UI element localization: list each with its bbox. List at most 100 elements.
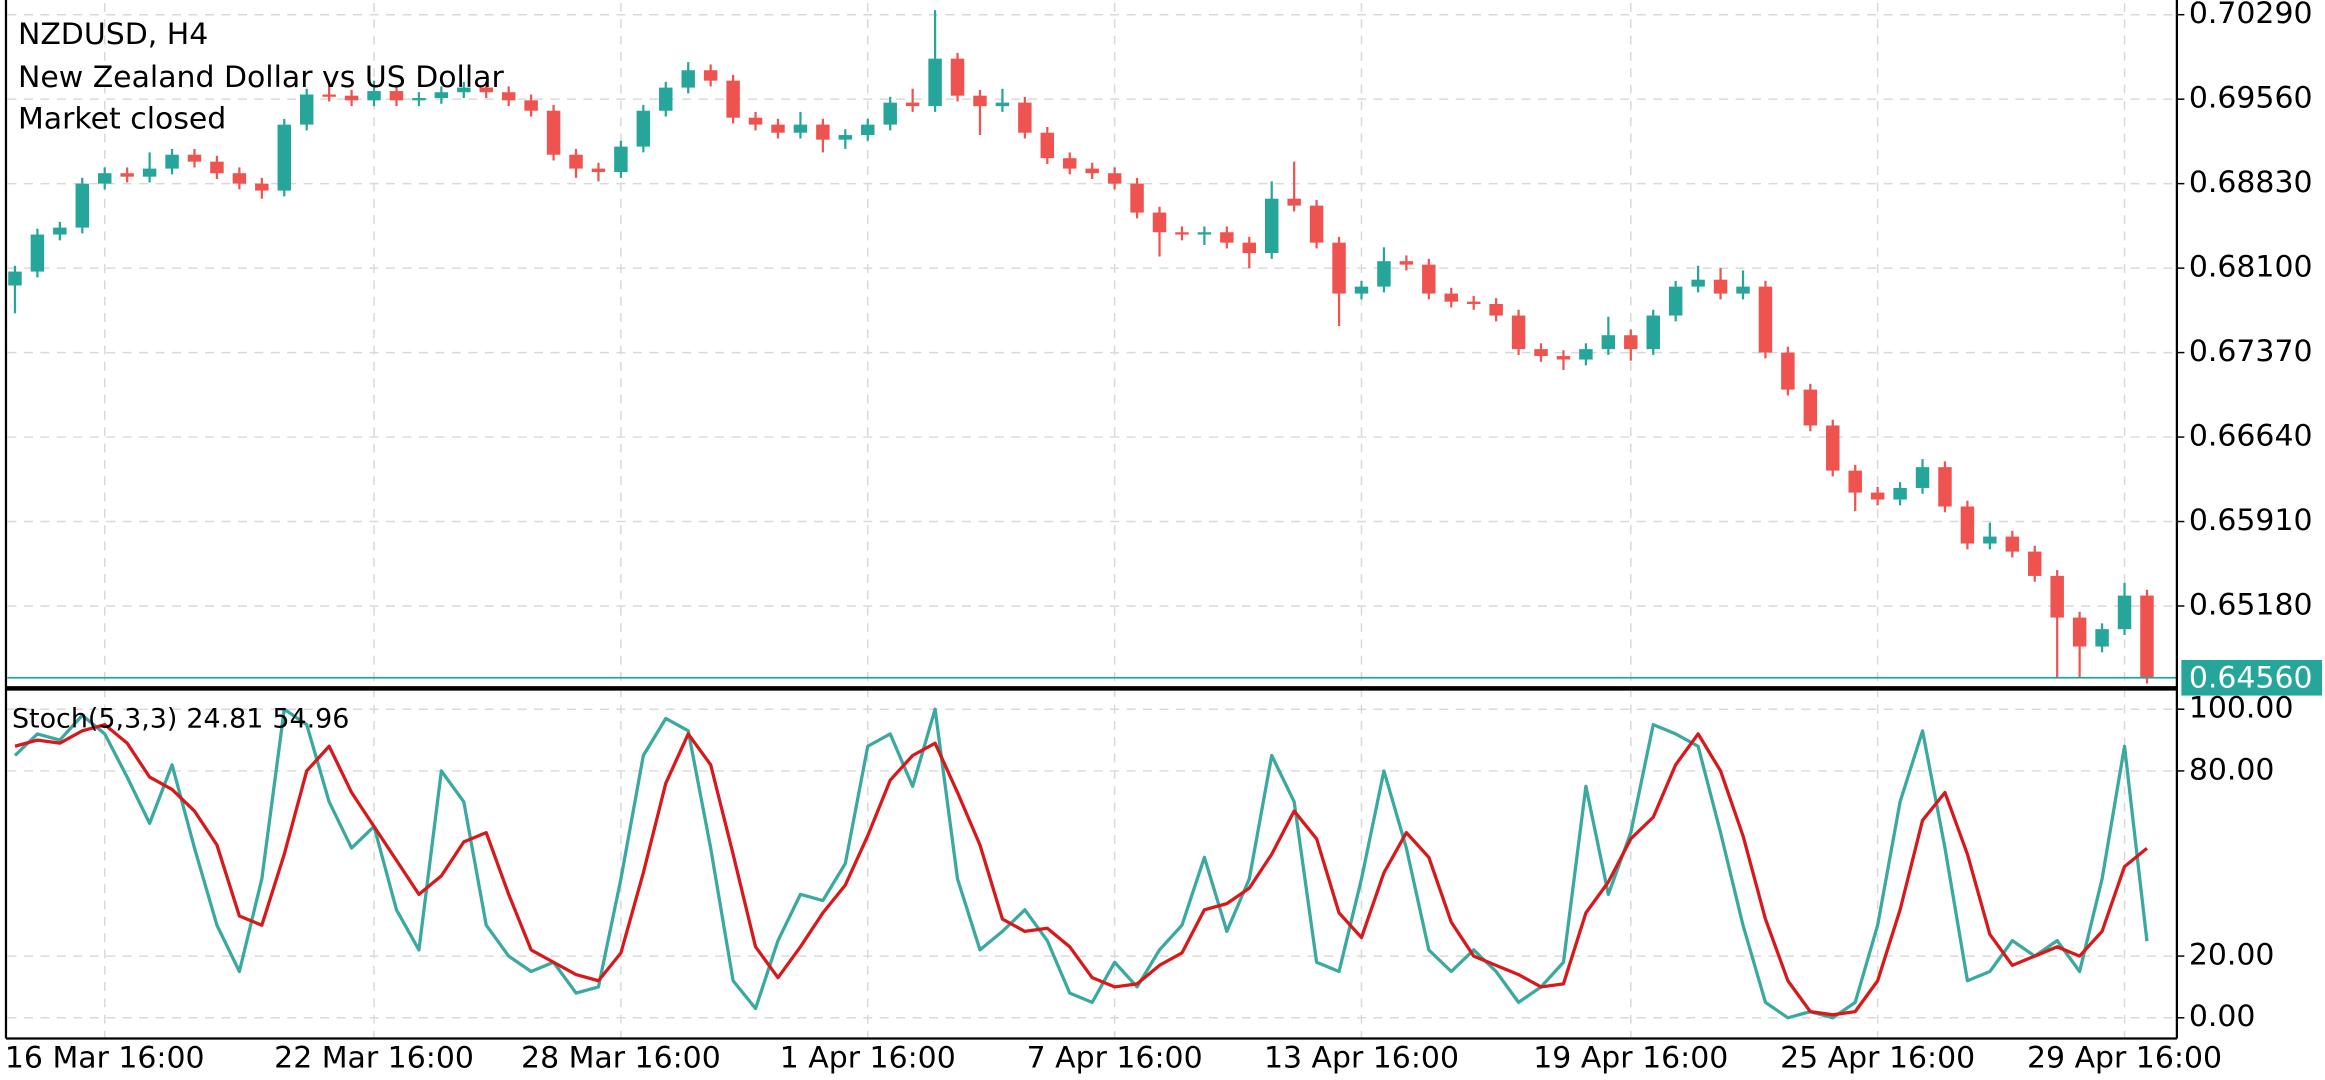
x-tick-label: 16 Mar 16:00 bbox=[5, 1041, 205, 1076]
candle-body bbox=[816, 124, 830, 140]
y-tick-label: 0.67370 bbox=[2189, 334, 2313, 369]
candle-body bbox=[1309, 205, 1324, 243]
candle-body bbox=[1466, 301, 1481, 304]
grid-layer bbox=[7, 2, 2185, 1039]
candle-body bbox=[1781, 352, 1795, 390]
candle-body bbox=[1826, 425, 1840, 471]
candle-body bbox=[1960, 506, 1975, 544]
candle-body bbox=[210, 161, 224, 174]
candle-body bbox=[1332, 242, 1346, 294]
candle-body bbox=[1175, 232, 1189, 235]
candle-body bbox=[30, 234, 45, 272]
candle-body bbox=[2072, 617, 2087, 647]
candle-body bbox=[1085, 168, 1099, 174]
candle-body bbox=[120, 173, 134, 177]
candle-body bbox=[1870, 492, 1885, 500]
candle-body bbox=[1377, 261, 1391, 287]
candle-body bbox=[1758, 286, 1773, 353]
x-tick-label: 29 Apr 16:00 bbox=[2027, 1041, 2222, 1076]
candle-body bbox=[1691, 279, 1705, 287]
candle-body bbox=[591, 168, 606, 173]
current-price-tag bbox=[2181, 659, 2323, 696]
mark-layer bbox=[7, 10, 2177, 1020]
candle-body bbox=[1511, 315, 1526, 350]
candle-body bbox=[2117, 595, 2132, 630]
x-tick-label: 22 Mar 16:00 bbox=[274, 1041, 474, 1076]
current-price-label: 0.64560 bbox=[2189, 661, 2313, 696]
candle-body bbox=[8, 271, 22, 286]
candle-body bbox=[771, 124, 785, 133]
candle-body bbox=[614, 146, 628, 173]
candle-body bbox=[1736, 286, 1750, 294]
candle-body bbox=[636, 110, 651, 147]
x-tick-label: 28 Mar 16:00 bbox=[521, 1041, 721, 1076]
candle-body bbox=[1444, 293, 1458, 302]
x-tick-label: 1 Apr 16:00 bbox=[780, 1041, 956, 1076]
candle-body bbox=[569, 154, 583, 169]
candle-body bbox=[1242, 242, 1257, 254]
candle-body bbox=[703, 70, 718, 81]
candle-body bbox=[2005, 536, 2020, 552]
candle-body bbox=[928, 58, 942, 107]
candle-body bbox=[1803, 389, 1818, 426]
candle-body bbox=[1422, 264, 1436, 294]
candle-body bbox=[142, 168, 157, 177]
stoch-d-line bbox=[14, 723, 2149, 1017]
indicator-name: Stoch(5,3,3) bbox=[12, 703, 177, 734]
candle-body bbox=[367, 91, 381, 101]
y-tick-label: 0.00 bbox=[2189, 999, 2256, 1034]
candle-body bbox=[501, 92, 516, 101]
candle-body bbox=[1556, 356, 1571, 360]
candle-body bbox=[1354, 286, 1369, 294]
candle-body bbox=[1489, 303, 1503, 316]
candle-body bbox=[1983, 536, 1997, 544]
candle-body bbox=[1063, 158, 1077, 169]
candle-body bbox=[1040, 132, 1055, 159]
candle-body bbox=[344, 95, 359, 101]
candle-body bbox=[53, 227, 67, 235]
candle-body bbox=[1713, 279, 1728, 294]
candle-body bbox=[1152, 212, 1167, 233]
indicator-d-value: 54.96 bbox=[272, 703, 349, 734]
candle-body bbox=[2028, 551, 2042, 576]
candle-body bbox=[165, 154, 179, 169]
x-tick-label: 19 Apr 16:00 bbox=[1533, 1041, 1728, 1076]
candle-body bbox=[299, 94, 314, 125]
candle-body bbox=[1624, 335, 1638, 350]
candle-body bbox=[1399, 261, 1414, 265]
candle-body bbox=[255, 183, 269, 191]
candle-body bbox=[1893, 487, 1907, 500]
candle-body bbox=[187, 154, 202, 162]
candle-body bbox=[838, 135, 853, 140]
y-tick-label: 0.65910 bbox=[2189, 503, 2313, 538]
candle-body bbox=[1668, 286, 1683, 316]
candle-body bbox=[1646, 315, 1660, 350]
candle-body bbox=[861, 124, 875, 136]
candle-body bbox=[1601, 335, 1616, 350]
symbol-description: New Zealand Dollar vs US Dollar bbox=[18, 60, 505, 95]
y-tick-label: 100.00 bbox=[2189, 691, 2294, 726]
candle-body bbox=[1107, 173, 1122, 184]
candle-body bbox=[457, 87, 471, 93]
candle-body bbox=[1287, 198, 1301, 206]
candle-body bbox=[2140, 595, 2154, 678]
x-tick-label: 13 Apr 16:00 bbox=[1264, 1041, 1459, 1076]
y-tick-label: 0.70290 bbox=[2189, 0, 2313, 31]
candle-body bbox=[1915, 467, 1930, 488]
candle-body bbox=[793, 124, 808, 133]
candle-body bbox=[995, 102, 1010, 107]
candle-body bbox=[479, 87, 493, 93]
candle-body bbox=[322, 94, 336, 97]
candle-body bbox=[973, 95, 987, 107]
candle-body bbox=[1130, 183, 1144, 213]
y-tick-label: 0.68830 bbox=[2189, 165, 2313, 200]
label-layer: NZDUSD, H4 New Zealand Dollar vs US Doll… bbox=[5, 0, 2323, 1076]
candle-body bbox=[75, 183, 90, 228]
stoch-k-line bbox=[13, 707, 2149, 1020]
candle-body bbox=[277, 124, 291, 191]
candle-body bbox=[1018, 102, 1032, 133]
